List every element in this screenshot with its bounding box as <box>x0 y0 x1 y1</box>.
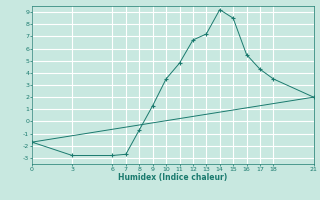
X-axis label: Humidex (Indice chaleur): Humidex (Indice chaleur) <box>118 173 228 182</box>
